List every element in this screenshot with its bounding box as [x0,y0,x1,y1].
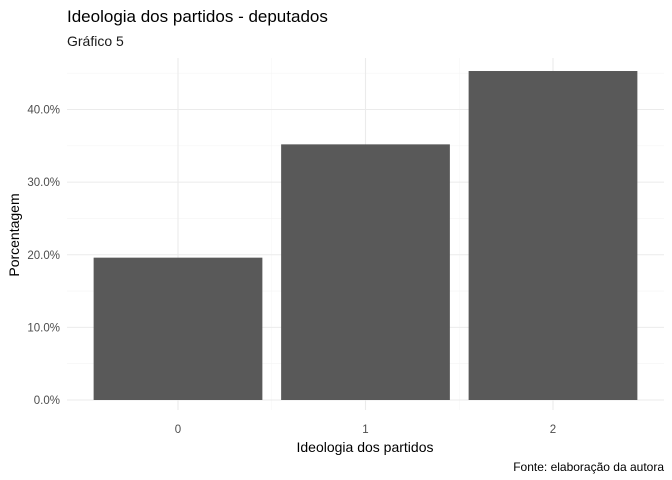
y-tick-label: 20.0% [27,250,60,262]
y-tick-label: 40.0% [27,105,60,117]
bars [93,71,638,400]
x-tick-label: 1 [362,424,368,436]
x-tick-label: 2 [550,424,556,436]
bar-2 [468,71,638,400]
x-tick-label: 0 [175,424,181,436]
bar-1 [281,144,450,400]
y-axis-title: Porcentagem [6,193,22,276]
y-tick-label: 10.0% [27,322,60,334]
y-tick-label: 0.0% [34,395,60,407]
bar-0 [93,257,263,400]
chart-subtitle: Gráfico 5 [67,33,124,49]
chart-caption: Fonte: elaboração da autora [513,460,664,474]
chart-title: Ideologia dos partidos - deputados [67,7,328,26]
y-tick-label: 30.0% [27,177,60,189]
x-axis-ticks: 0 1 2 [175,424,556,436]
y-axis-ticks: 0.0% 10.0% 20.0% 30.0% 40.0% [27,105,60,408]
x-axis-title: Ideologia dos partidos [297,439,434,455]
